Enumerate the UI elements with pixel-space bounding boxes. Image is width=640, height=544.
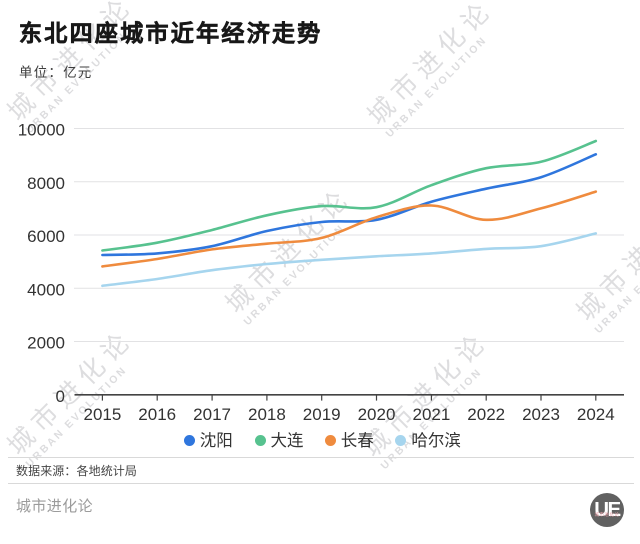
svg-text:2021: 2021	[412, 405, 450, 424]
svg-text:2016: 2016	[138, 405, 176, 424]
svg-text:0: 0	[56, 387, 65, 406]
svg-text:2022: 2022	[467, 405, 505, 424]
svg-text:2017: 2017	[193, 405, 231, 424]
svg-text:2018: 2018	[248, 405, 286, 424]
svg-text:10000: 10000	[18, 121, 65, 140]
svg-text:2023: 2023	[522, 405, 560, 424]
svg-text:2020: 2020	[358, 405, 396, 424]
svg-text:2015: 2015	[83, 405, 121, 424]
svg-text:4000: 4000	[27, 281, 65, 300]
svg-text:2019: 2019	[303, 405, 341, 424]
svg-text:2024: 2024	[577, 405, 615, 424]
svg-text:6000: 6000	[27, 227, 65, 246]
svg-text:2000: 2000	[27, 334, 65, 353]
svg-text:8000: 8000	[27, 174, 65, 193]
